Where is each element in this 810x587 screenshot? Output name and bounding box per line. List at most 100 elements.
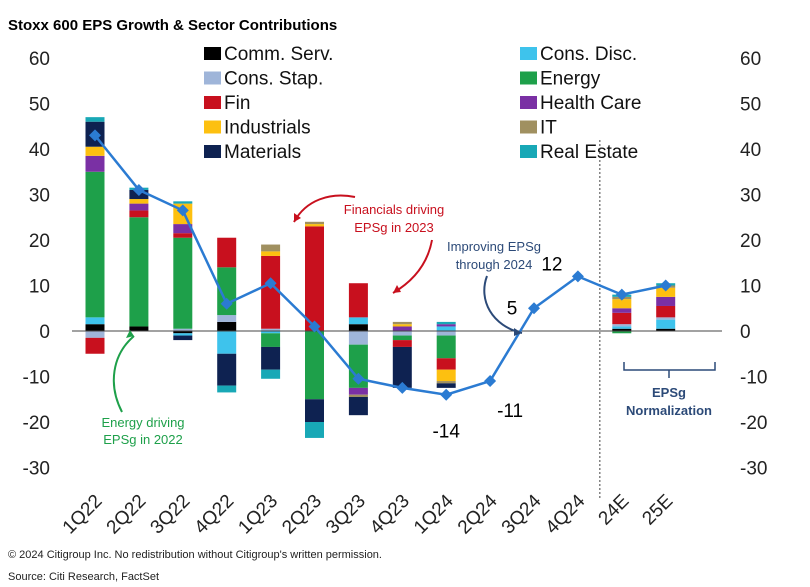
- bar-1Q24-fin: [436, 358, 456, 370]
- y-tick-right: 20: [740, 231, 761, 252]
- bar-2Q23-fin: [305, 226, 324, 331]
- data-labels: -11 -14 5 12: [432, 254, 562, 442]
- y-tick-right: 10: [740, 277, 761, 298]
- bar-24E-health-care: [612, 308, 632, 313]
- bar-4Q22-materials: [217, 353, 237, 386]
- epsg-point-2Q22: [132, 183, 145, 196]
- bar-3Q23-cons-stap-: [348, 331, 368, 345]
- x-tick-25E: 25E: [638, 491, 677, 530]
- bar-2Q23-materials: [305, 399, 324, 422]
- y-tick-left: -10: [23, 368, 50, 389]
- y-tick-right: 50: [740, 95, 761, 116]
- bar-1Q22-real-estate: [85, 117, 105, 122]
- bar-2Q22-comm-serv-: [129, 326, 149, 331]
- bar-1Q23-it: [261, 244, 281, 252]
- bar-3Q22-cons-disc-: [173, 333, 193, 336]
- right-y-axis: -30 -20 -10 0 10 20 30 40 50 60: [740, 49, 767, 480]
- bar-24E-industrials: [612, 299, 632, 309]
- x-tick-2Q22: 2Q22: [103, 491, 151, 539]
- x-tick-1Q23: 1Q23: [234, 491, 282, 539]
- bar-1Q24-real-estate: [436, 321, 456, 325]
- bar-1Q24-energy: [436, 335, 456, 359]
- bar-1Q23-industrials: [261, 251, 281, 256]
- legend-label-9: Real Estate: [540, 142, 638, 163]
- annotation-energy-2: EPSg in 2022: [103, 432, 183, 447]
- legend-swatch-2: [204, 71, 221, 85]
- bar-24E-comm-serv-: [612, 328, 632, 331]
- bar-1Q23-materials: [261, 346, 281, 370]
- epsg-point-3Q22: [176, 204, 189, 217]
- bar-1Q24-industrials: [436, 369, 456, 382]
- y-tick-left: 0: [39, 322, 50, 343]
- bar-24E-energy: [612, 331, 632, 334]
- data-label-4Q24: 12: [541, 254, 562, 275]
- annotation-financials-1: Financials driving: [344, 202, 444, 217]
- annotation-improving-2: through 2024: [456, 257, 533, 272]
- bar-2Q22-fin: [129, 210, 149, 218]
- stacked-bars: [85, 117, 676, 438]
- bar-1Q22-cons-stap-: [85, 331, 105, 338]
- annotation-normalization-1: EPSg: [652, 385, 686, 400]
- source-note: Source: Citi Research, FactSet: [8, 571, 160, 583]
- bar-4Q22-cons-stap-: [217, 315, 237, 322]
- bar-3Q23-health-care: [348, 387, 368, 395]
- legend-label-4: Fin: [224, 93, 250, 114]
- epsg-point-4Q24: [571, 270, 584, 283]
- bar-2Q23-industrials: [305, 224, 324, 227]
- legend-label-2: Cons. Stap.: [224, 69, 323, 90]
- bar-2Q23-energy: [305, 331, 324, 400]
- y-tick-left: -30: [23, 459, 50, 480]
- y-tick-right: -20: [740, 413, 767, 434]
- epsg-point-3Q23: [352, 372, 365, 385]
- bar-4Q23-cons-stap-: [392, 331, 412, 336]
- bar-25E-cons-disc-: [656, 319, 676, 329]
- x-tick-4Q23: 4Q23: [366, 491, 414, 539]
- y-tick-left: 60: [29, 49, 50, 70]
- y-tick-left: 10: [29, 277, 50, 298]
- epsg-line-path: [94, 134, 666, 396]
- bar-1Q24-health-care: [436, 324, 456, 327]
- bar-3Q22-real-estate: [173, 201, 193, 204]
- bar-3Q23-fin: [348, 283, 368, 318]
- bar-4Q23-health-care: [392, 326, 412, 331]
- annotation-energy-1: Energy driving: [101, 415, 184, 430]
- epsg-point-1Q23: [264, 277, 277, 290]
- legend-label-5: Health Care: [540, 93, 641, 114]
- epsg-point-1Q22: [89, 129, 101, 142]
- copyright-note: © 2024 Citigroup Inc. No redistribution …: [8, 549, 382, 561]
- bar-3Q23-energy: [348, 344, 368, 388]
- bar-4Q23-energy: [392, 335, 412, 341]
- y-tick-right: 0: [740, 322, 751, 343]
- bar-24E-fin: [612, 312, 632, 325]
- legend-label-7: IT: [540, 118, 557, 139]
- bar-25E-comm-serv-: [656, 328, 676, 331]
- y-tick-left: -20: [23, 413, 50, 434]
- data-label-1Q24: -14: [432, 422, 460, 443]
- epsg-point-2Q23: [308, 320, 321, 333]
- x-tick-3Q22: 3Q22: [147, 491, 195, 539]
- bar-25E-industrials: [656, 287, 676, 297]
- bar-4Q23-industrials: [392, 324, 412, 327]
- annotation-improving-arrowhead: [514, 328, 522, 336]
- bar-1Q22-health-care: [85, 155, 105, 172]
- bar-3Q22-fin: [173, 233, 193, 238]
- bar-4Q22-real-estate: [217, 385, 237, 393]
- y-tick-right: 30: [740, 186, 761, 207]
- x-tick-2Q24: 2Q24: [454, 490, 502, 538]
- epsg-point-4Q23: [396, 381, 409, 394]
- legend-swatch-6: [204, 120, 221, 134]
- bar-2Q22-industrials: [129, 199, 149, 204]
- epsg-point-4Q22: [220, 297, 233, 310]
- y-tick-right: 60: [740, 49, 761, 70]
- bar-2Q23-it: [305, 221, 324, 225]
- left-y-axis: -30 -20 -10 0 10 20 30 40 50 60: [23, 49, 50, 480]
- eps-growth-chart: Comm. Serv. Cons. Disc. Cons. Stap. Energy F…: [23, 44, 768, 539]
- annotation-financials-arrowhead-right: [393, 285, 401, 293]
- annotation-normalization-2: Normalization: [626, 403, 712, 418]
- bar-1Q24-cons-stap-: [436, 331, 456, 336]
- epsg-point-2Q24: [484, 375, 497, 388]
- y-tick-right: -30: [740, 459, 767, 480]
- bar-1Q23-cons-stap-: [261, 328, 281, 331]
- bar-3Q22-comm-serv-: [173, 331, 193, 334]
- bar-1Q23-real-estate: [261, 369, 281, 379]
